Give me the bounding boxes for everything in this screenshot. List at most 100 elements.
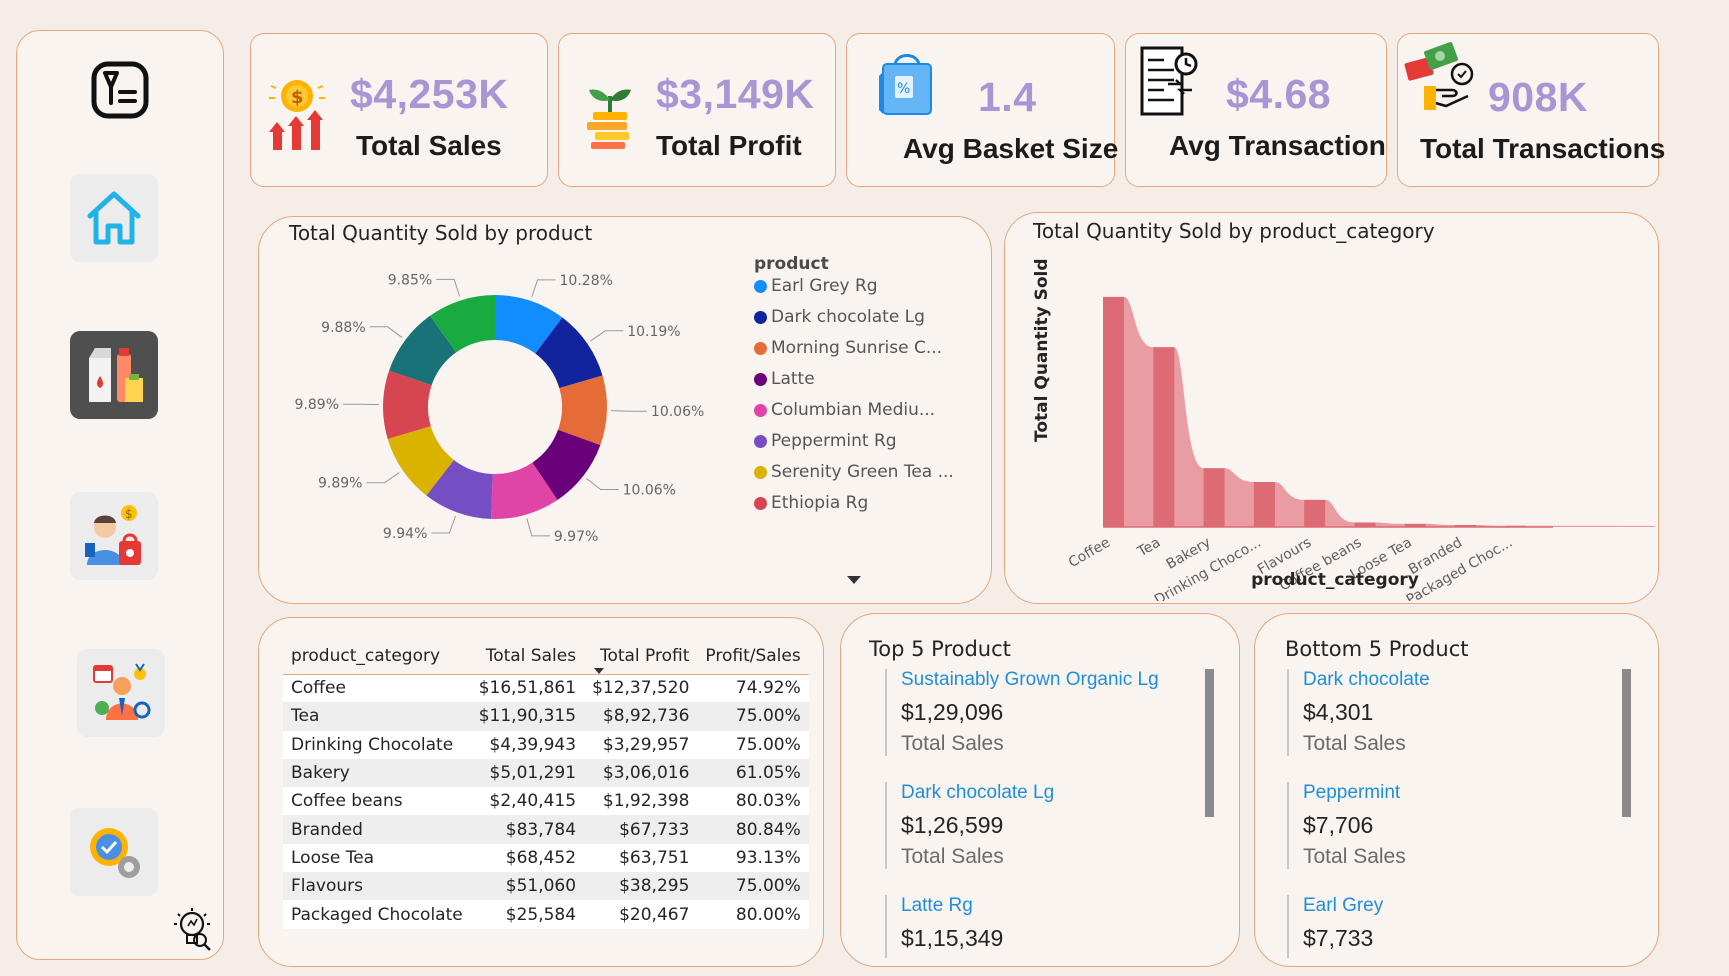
table-row[interactable]: Drinking Chocolate $4,39,943 $3,29,957 75.0… <box>283 730 809 759</box>
app-logo-icon[interactable] <box>89 59 151 121</box>
list-item[interactable]: Peppermint $7,706 Total Sales <box>1287 782 1587 869</box>
table-row[interactable]: Tea $11,90,315 $8,92,736 75.00% <box>283 702 809 731</box>
table-cell: 74.92% <box>735 678 801 699</box>
category-bar[interactable] <box>1203 468 1225 527</box>
category-table: product_category Total Sales Total Profi… <box>283 640 809 929</box>
list-item[interactable]: Earl Grey $7,733 <box>1287 895 1587 958</box>
products-button[interactable] <box>70 331 158 419</box>
kpi-card-total-transactions: 908K Total Transactions <box>1397 33 1665 187</box>
list-item[interactable]: Latte Rg $1,15,349 <box>885 895 1185 958</box>
slice-data-label: 9.94% <box>383 526 427 542</box>
legend-label: Serenity Green Tea ... <box>771 462 954 482</box>
list-item[interactable]: Dark chocolate Lg $1,26,599 Total Sales <box>885 782 1185 869</box>
table-row[interactable]: Coffee $16,51,861 $12,37,520 74.92% <box>283 674 809 703</box>
product-name: Earl Grey <box>1303 895 1384 916</box>
table-cell: Coffee beans <box>291 791 403 812</box>
donut-slice[interactable] <box>426 459 493 519</box>
table-row[interactable]: Flavours $51,060 $38,295 75.00% <box>283 872 809 901</box>
category-bar[interactable] <box>1354 522 1376 527</box>
category-bar[interactable] <box>1153 347 1175 527</box>
table-row[interactable]: Packaged Chocolate $25,584 $20,467 80.00% <box>283 900 809 929</box>
product-name: Dark chocolate Lg <box>901 782 1055 803</box>
slice-data-label: 10.06% <box>623 483 676 499</box>
legend-label: Earl Grey Rg <box>771 276 878 296</box>
category-bar[interactable] <box>1404 523 1426 527</box>
table-row[interactable]: Bakery $5,01,291 $3,06,016 61.05% <box>283 758 809 788</box>
donut-slice[interactable] <box>430 295 495 353</box>
insights-bulb-icon[interactable] <box>170 906 214 952</box>
leader-line <box>586 478 619 491</box>
svg-text:$: $ <box>125 507 133 521</box>
legend-item[interactable]: Ethiopia Rg <box>754 493 868 513</box>
svg-text:$: $ <box>291 87 304 108</box>
column-header[interactable]: Profit/Sales <box>705 645 801 666</box>
table-row[interactable]: Loose Tea $68,452 $63,751 93.13% <box>283 843 809 873</box>
product-caption: Total Sales <box>1303 845 1406 868</box>
table-row[interactable]: Coffee beans $2,40,415 $1,92,398 80.03% <box>283 787 809 816</box>
top5-panel: Top 5 Product Sustainably Grown Organic … <box>840 613 1240 967</box>
receipt-icon <box>1134 44 1202 122</box>
donut-slice[interactable] <box>558 375 607 446</box>
donut-slice[interactable] <box>532 429 601 500</box>
y-axis-label: Total Quantity Sold <box>1032 258 1052 443</box>
top5-scrollbar[interactable] <box>1205 669 1214 817</box>
category-bar[interactable] <box>1304 499 1326 527</box>
legend-item[interactable]: Serenity Green Tea ... <box>754 462 954 482</box>
column-header[interactable]: product_category <box>291 645 441 666</box>
leader-line <box>531 279 556 298</box>
category-bar[interactable] <box>1103 296 1124 527</box>
sort-desc-icon[interactable] <box>594 667 605 674</box>
legend-swatch <box>754 434 767 448</box>
legend-scroll-down-icon[interactable] <box>847 576 861 584</box>
home-button[interactable] <box>70 174 158 262</box>
slice-data-label: 9.88% <box>321 320 365 336</box>
table-cell: $51,060 <box>505 876 577 897</box>
legend-item[interactable]: Morning Sunrise C... <box>754 338 942 358</box>
table-cell: 75.00% <box>735 706 801 727</box>
donut-chart: 10.28% 10.19% 10.06% 10.06% 9.97% 9.94% 9.89% 9… <box>295 272 705 544</box>
table-cell: Packaged Chocolate <box>291 904 463 925</box>
donut-slice[interactable] <box>383 370 432 440</box>
table-cell: $12,37,520 <box>592 678 690 699</box>
kpi-label: Total Transactions <box>1420 133 1666 164</box>
donut-slice[interactable] <box>387 426 454 496</box>
donut-slice[interactable] <box>495 295 563 354</box>
legend-item[interactable]: Peppermint Rg <box>754 431 897 451</box>
leader-line <box>431 515 457 534</box>
table-cell: $83,784 <box>505 819 577 840</box>
staff-button[interactable] <box>77 649 165 737</box>
cash-hand-icon <box>1402 40 1478 120</box>
settings-icon <box>90 828 140 878</box>
table-cell: $3,29,957 <box>602 734 690 755</box>
table-cell: $3,06,016 <box>602 763 690 784</box>
donut-slice[interactable] <box>389 315 457 386</box>
settings-button[interactable] <box>70 808 158 896</box>
legend-item[interactable]: Dark chocolate Lg <box>754 307 925 327</box>
category-bar[interactable] <box>1253 481 1275 527</box>
bottom5-scrollbar[interactable] <box>1622 669 1631 817</box>
donut-slice[interactable] <box>491 462 558 519</box>
kpi-value: $3,149K <box>656 71 815 117</box>
column-header[interactable]: Total Sales <box>485 645 577 666</box>
legend-swatch <box>754 310 767 324</box>
kpi-label: Total Sales <box>356 130 502 161</box>
top5-title: Top 5 Product <box>869 637 1011 661</box>
product-name: Dark chocolate <box>1303 669 1430 690</box>
legend-item[interactable]: Latte <box>754 369 815 389</box>
home-icon <box>87 191 141 245</box>
donut-slice[interactable] <box>535 317 603 389</box>
table-cell: Bakery <box>291 763 350 784</box>
table-row[interactable]: Branded $83,784 $67,733 80.84% <box>283 815 809 844</box>
list-item[interactable]: Sustainably Grown Organic Lg $1,29,096 T… <box>885 669 1185 756</box>
customer-button[interactable]: $ <box>70 492 158 580</box>
legend-item[interactable]: Earl Grey Rg <box>754 276 878 296</box>
list-item[interactable]: Dark chocolate $4,301 Total Sales <box>1287 669 1587 756</box>
column-header[interactable]: Total Profit <box>584 640 697 674</box>
x-axis-label: product_category <box>1251 570 1419 590</box>
legend-swatch <box>754 372 767 386</box>
table-cell: 61.05% <box>735 763 801 784</box>
table-cell: Coffee <box>291 678 346 699</box>
category-bar[interactable] <box>1455 524 1477 527</box>
kpi-label: Avg Transaction <box>1169 130 1386 161</box>
legend-item[interactable]: Columbian Mediu... <box>754 400 935 420</box>
